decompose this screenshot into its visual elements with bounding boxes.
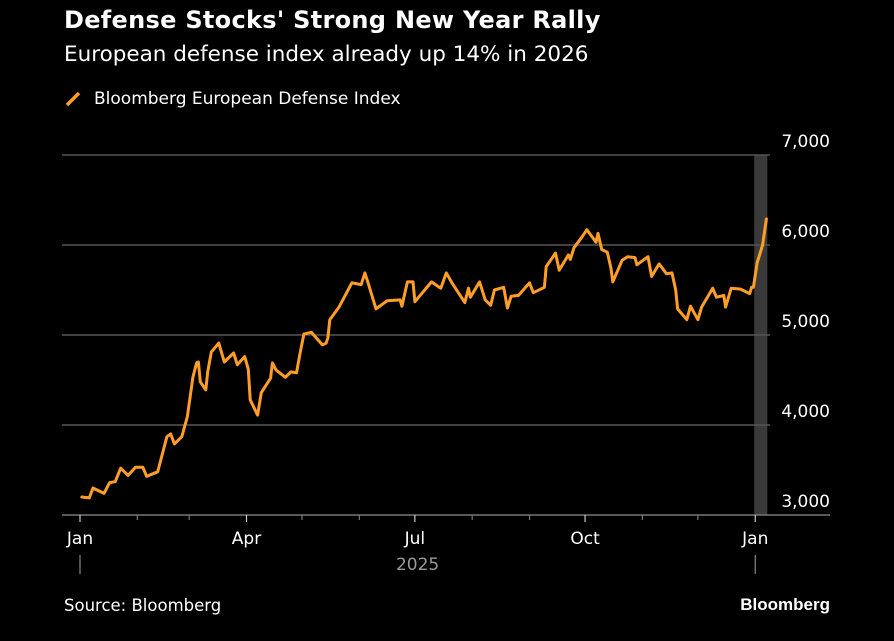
chart-title: Defense Stocks' Strong New Year Rally (64, 6, 601, 34)
bloomberg-logo: Bloomberg (740, 595, 830, 614)
y-tick-label: 3,000 (781, 492, 830, 512)
x-tick-label: Jul (404, 529, 426, 549)
y-tick-label: 7,000 (781, 132, 830, 152)
y-tick-label: 4,000 (781, 402, 830, 422)
legend-label: Bloomberg European Defense Index (94, 89, 401, 109)
x-tick-label: Jan (741, 529, 768, 549)
x-tick-label: Jan (66, 529, 93, 549)
chart-subtitle: European defense index already up 14% in… (64, 42, 589, 67)
legend: Bloomberg European Defense Index (64, 89, 401, 109)
source-note: Source: Bloomberg (64, 596, 222, 615)
y-tick-label: 6,000 (781, 222, 830, 242)
y-tick-label: 5,000 (781, 312, 830, 332)
x-tick-label: Apr (232, 529, 261, 549)
legend-line-icon (65, 91, 81, 107)
series-line-defense-index (80, 217, 768, 500)
x-year-label: 2025 (396, 555, 439, 575)
x-tick-label: Oct (570, 529, 600, 549)
